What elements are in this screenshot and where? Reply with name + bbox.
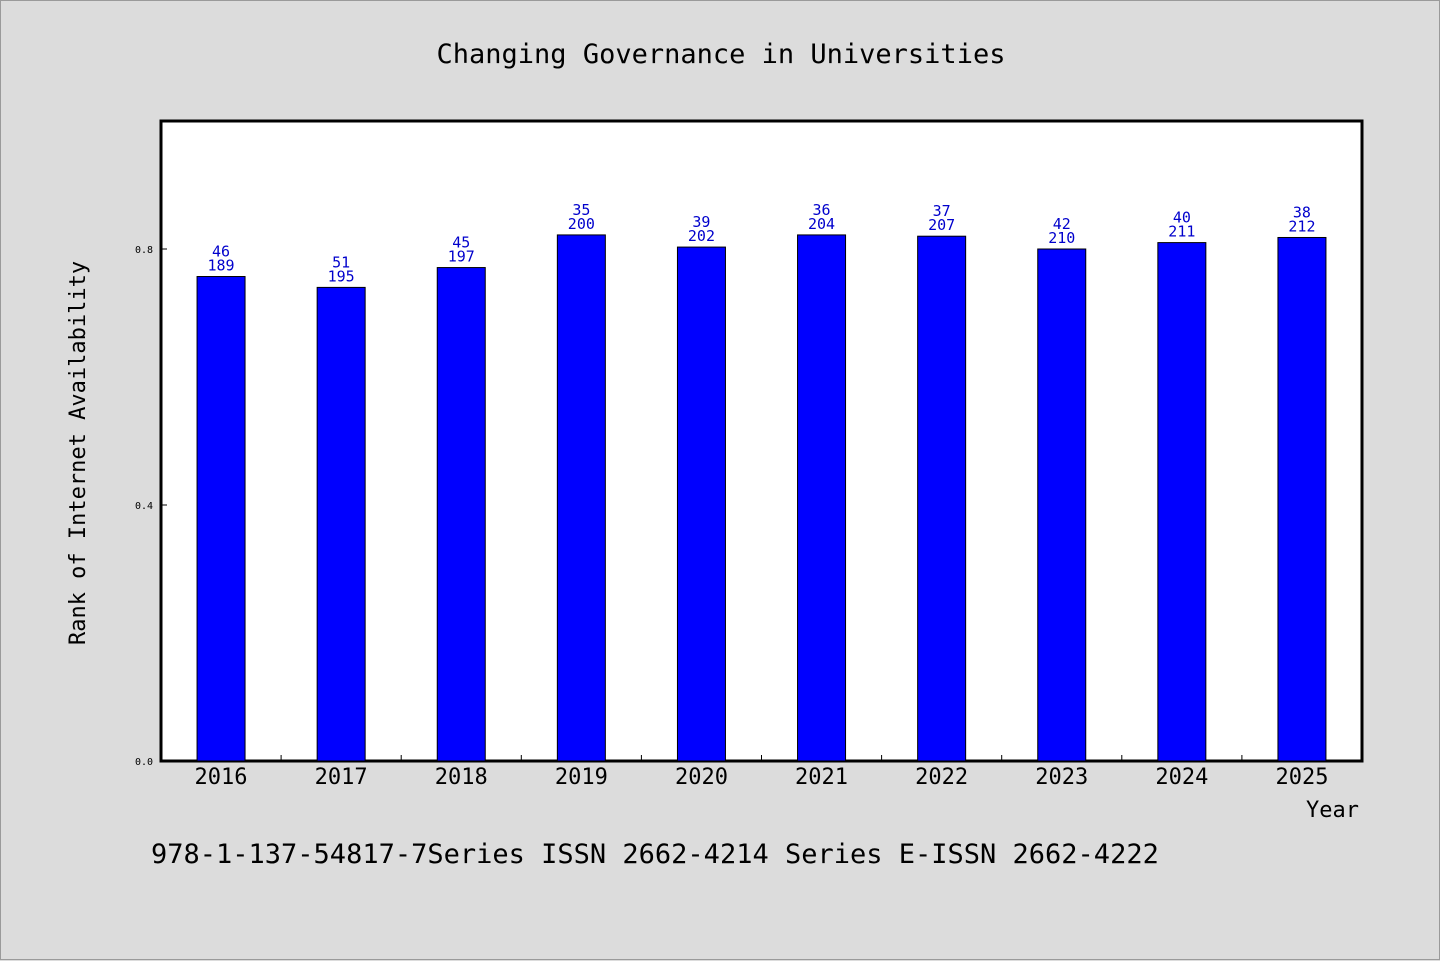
x-tick-label-2020: 2020 [675, 765, 728, 790]
data-label-bottom-2022: 207 [928, 216, 955, 234]
data-label-top-2016: 46 [212, 243, 230, 261]
data-label-bottom-2020: 202 [688, 227, 715, 245]
x-tick-label-2021: 2021 [795, 765, 848, 790]
bar-2024 [1157, 242, 1207, 762]
x-tick-label-2016: 2016 [195, 765, 248, 790]
data-label-bottom-2016: 189 [208, 257, 235, 275]
y-ticks-group: 0.0 0.4 0.8 [135, 245, 167, 768]
data-label-top-2020: 39 [692, 213, 710, 231]
x-ticks-group: 2016 2017 2018 2019 2020 2021 2022 2023 2024 2025 [195, 755, 1328, 790]
y-tick-label: 0.0 [135, 757, 153, 768]
data-label-bottom-2017: 195 [328, 267, 355, 285]
x-tick-label-2023: 2023 [1035, 765, 1088, 790]
x-tick-label-2025: 2025 [1275, 765, 1328, 790]
data-label-bottom-2024: 211 [1168, 223, 1195, 241]
data-label-top-2022: 37 [933, 202, 951, 220]
footer-text: 978-1-137-54817-7Series ISSN 2662-4214 S… [151, 839, 1159, 870]
bar-2017 [316, 286, 366, 762]
bar-2021 [797, 234, 847, 762]
x-tick-label-2024: 2024 [1155, 765, 1208, 790]
y-tick-label: 0.4 [135, 501, 153, 512]
data-label-bottom-2018: 197 [448, 248, 475, 266]
bar-2020 [676, 246, 726, 762]
data-label-top-2025: 38 [1293, 203, 1311, 221]
y-tick-label: 0.8 [135, 245, 153, 256]
bar-2022 [917, 235, 967, 762]
bar-2016 [196, 276, 246, 762]
data-label-top-2018: 45 [452, 234, 470, 252]
data-label-top-2023: 42 [1053, 215, 1071, 233]
x-tick-label-2017: 2017 [315, 765, 368, 790]
data-label-top-2024: 40 [1173, 209, 1191, 227]
x-axis-label: Year [1306, 798, 1359, 823]
data-label-bottom-2025: 212 [1288, 217, 1315, 235]
bar-2025 [1277, 236, 1327, 762]
data-label-bottom-2023: 210 [1048, 229, 1075, 247]
x-tick-label-2018: 2018 [435, 765, 488, 790]
chart-title: Changing Governance in Universities [437, 39, 1006, 70]
data-label-top-2019: 35 [572, 201, 590, 219]
x-tick-label-2019: 2019 [555, 765, 608, 790]
bar-2023 [1037, 248, 1087, 762]
y-axis-label: Rank of Internet Availability [66, 261, 91, 645]
data-label-bottom-2019: 200 [568, 215, 595, 233]
data-label-top-2017: 51 [332, 253, 350, 271]
data-label-top-2021: 36 [813, 201, 831, 219]
data-label-bottom-2021: 204 [808, 215, 835, 233]
bar-2019 [556, 234, 606, 762]
bar-2018 [436, 267, 486, 762]
x-tick-label-2022: 2022 [915, 765, 968, 790]
